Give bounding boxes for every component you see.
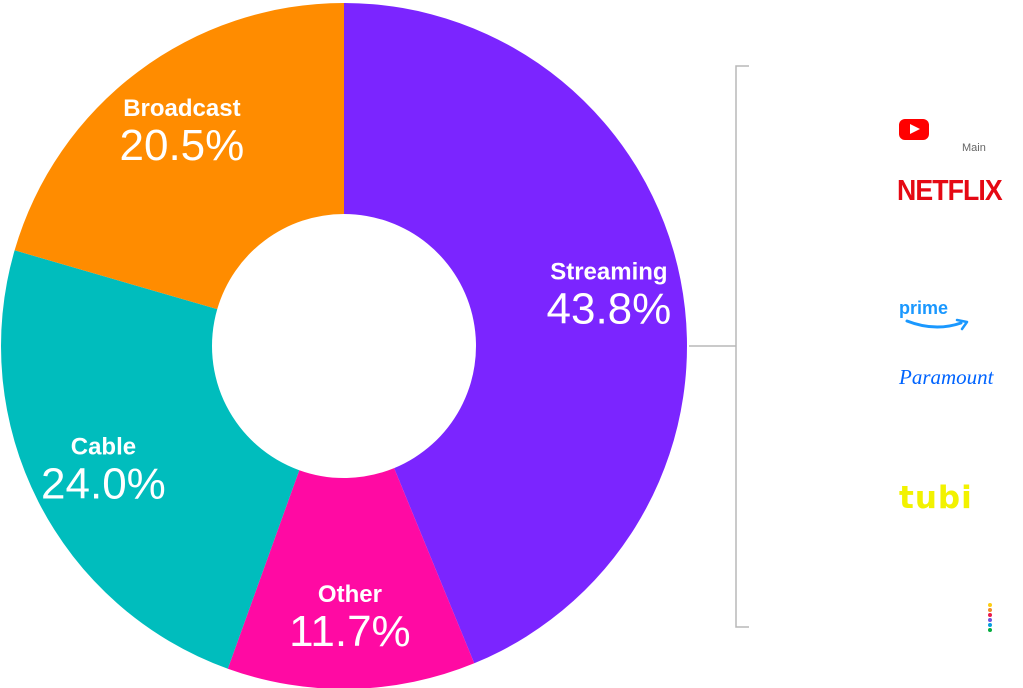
slice-value-broadcast: 20.5% bbox=[120, 121, 245, 170]
slice-label-streaming: Streaming bbox=[550, 259, 667, 286]
tubi-logo: tubi bbox=[899, 480, 973, 516]
slice-label-other: Other bbox=[318, 581, 382, 608]
slice-other bbox=[227, 468, 475, 688]
peacock-logo-icon bbox=[988, 603, 994, 633]
slice-label-cable: Cable bbox=[71, 434, 136, 461]
prime-video-logo: prime bbox=[899, 298, 949, 318]
streaming-bracket bbox=[689, 65, 749, 628]
youtube-logo-icon bbox=[899, 119, 929, 140]
slice-streaming bbox=[344, 3, 688, 664]
main-caption: Main bbox=[962, 142, 986, 154]
slice-cable bbox=[0, 250, 300, 669]
prime-smile-icon bbox=[905, 318, 969, 331]
slice-value-streaming: 43.8% bbox=[547, 285, 672, 334]
slice-broadcast bbox=[14, 3, 345, 310]
netflix-logo: NETFLIX bbox=[897, 175, 1003, 207]
paramount-logo: Paramount bbox=[899, 365, 994, 389]
slice-value-cable: 24.0% bbox=[41, 460, 166, 509]
slice-value-other: 11.7% bbox=[289, 607, 411, 656]
slice-label-broadcast: Broadcast bbox=[123, 95, 240, 122]
